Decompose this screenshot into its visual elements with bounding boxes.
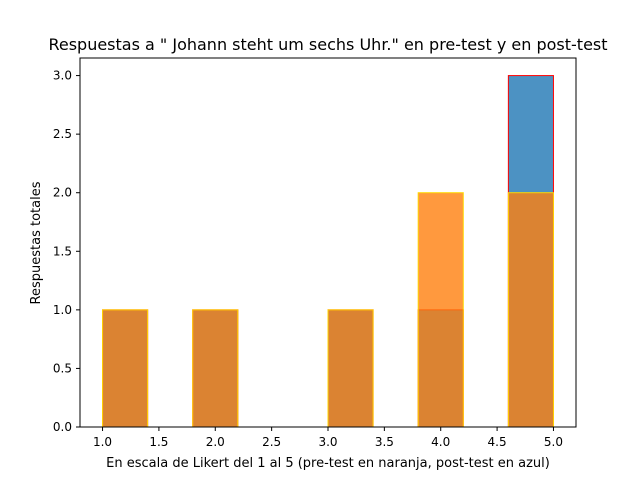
bar-series-2-bin-1 (102, 309, 149, 428)
x-tick-label: 4.5 (488, 435, 507, 449)
axes-layer: 1.0 1.5 2.0 2.5 3.0 3.5 4.0 4.5 5.0 0.0 0.5 1.0 1.5 2… (53, 57, 577, 449)
y-tick-label: 2.5 (53, 127, 72, 141)
bar-series-2-bin-3 (192, 309, 239, 428)
y-tick-label: 1.5 (53, 244, 72, 258)
x-tick-label: 3.5 (375, 435, 394, 449)
y-tick-label: 1.0 (53, 303, 72, 317)
x-axis-label: En escala de Likert del 1 al 5 (pre-test… (106, 456, 550, 471)
x-tick-label: 4.0 (431, 435, 450, 449)
y-tick-label: 0.5 (53, 361, 72, 375)
y-tick-label: 3.0 (53, 69, 72, 83)
x-tick-label: 3.0 (318, 435, 337, 449)
y-tick-label: 0.0 (53, 420, 72, 434)
x-tick-label: 5.0 (544, 435, 563, 449)
x-tick-label: 1.0 (93, 435, 112, 449)
bar-series-2-bin-6 (327, 309, 374, 428)
x-tick-label: 2.0 (206, 435, 225, 449)
y-tick-label: 2.0 (53, 186, 72, 200)
bar-series-2-bin-10 (507, 192, 554, 428)
y-axis-label: Respuestas totales (29, 181, 44, 304)
x-tick-label: 1.5 (149, 435, 168, 449)
chart-title: Respuestas a " Johann steht um sechs Uhr… (48, 35, 607, 54)
x-tick-label: 2.5 (262, 435, 281, 449)
bars-layer (102, 75, 554, 428)
bar-series-2-bin-8 (417, 192, 464, 428)
